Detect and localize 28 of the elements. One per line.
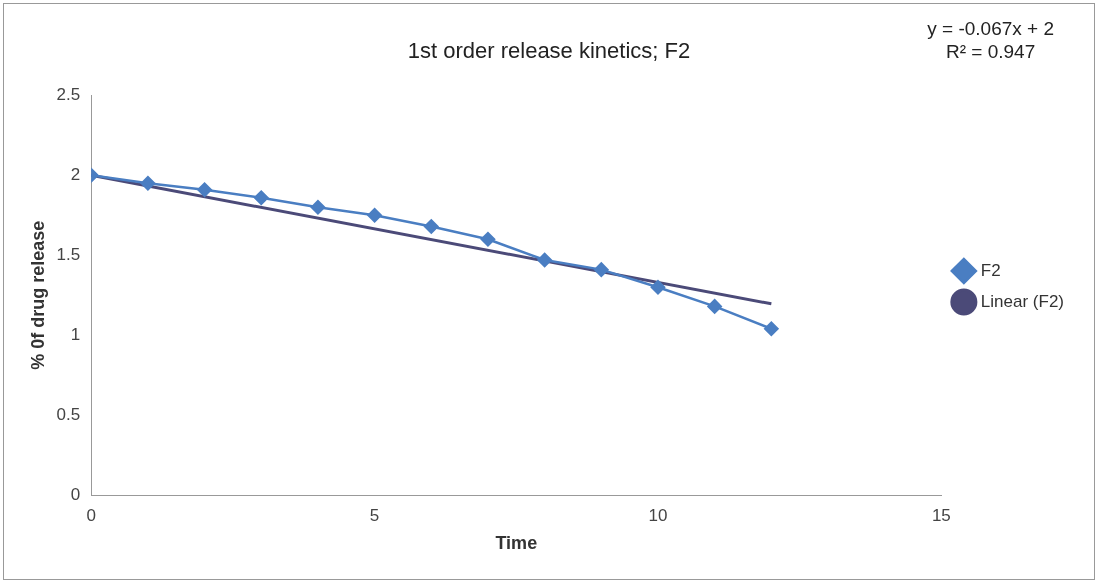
point	[424, 219, 439, 234]
x-tick-label: 10	[648, 505, 668, 525]
point	[140, 176, 156, 191]
point	[310, 200, 326, 215]
point	[650, 279, 666, 295]
point	[537, 252, 552, 268]
y-tick-label: 0.5	[56, 404, 81, 424]
text: y = -0.067x + 2 R² = 0.947	[927, 18, 1054, 64]
point	[197, 182, 212, 197]
x-tick-label: 0	[86, 505, 96, 525]
chart-title: 1st order release kinetics; F2	[407, 38, 691, 64]
x-tick-label: 15	[931, 505, 951, 525]
y-tick-label: 1.5	[56, 244, 81, 264]
point	[480, 232, 496, 247]
x-tick-label: 5	[369, 505, 380, 525]
legend-label: F2	[980, 260, 1001, 280]
point	[764, 321, 779, 337]
y-tick-label: 2.5	[56, 85, 81, 105]
point	[707, 299, 722, 314]
y-tick-label: 0	[70, 484, 81, 504]
y-axis-title: % 0f drug release	[27, 220, 48, 370]
y-tick-label: 1	[70, 324, 81, 344]
point	[594, 262, 609, 277]
legend-label: Linear (F2)	[980, 291, 1064, 311]
y-tick-label: 2	[70, 165, 81, 185]
point	[367, 208, 382, 223]
point	[254, 190, 269, 205]
x-axis-title: Time	[495, 533, 538, 554]
